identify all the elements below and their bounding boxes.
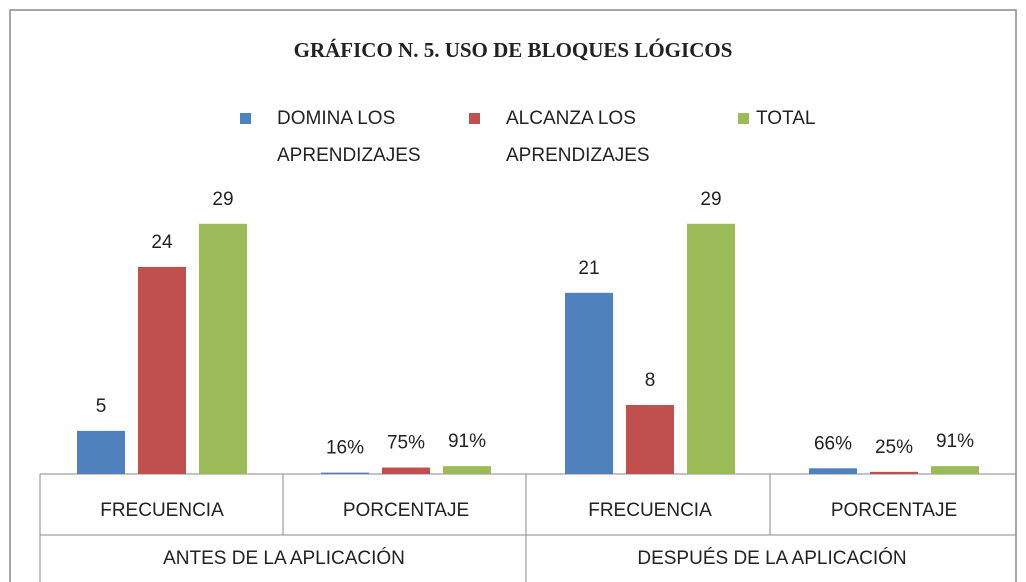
chart-border bbox=[9, 9, 1017, 582]
bar bbox=[199, 223, 247, 474]
bar bbox=[809, 468, 857, 474]
data-label: 91% bbox=[936, 431, 974, 452]
bar bbox=[382, 467, 430, 474]
data-label: 16% bbox=[326, 438, 364, 459]
data-label: 66% bbox=[814, 433, 852, 454]
bar bbox=[77, 430, 125, 474]
x-tick-label: FRECUENCIA bbox=[588, 500, 712, 521]
data-label: 91% bbox=[448, 431, 486, 452]
bar bbox=[931, 466, 979, 474]
data-label: 29 bbox=[700, 189, 721, 210]
bar bbox=[687, 223, 735, 474]
data-label: 8 bbox=[645, 370, 656, 391]
data-label: 5 bbox=[96, 396, 107, 417]
legend-label: TOTAL bbox=[756, 108, 816, 129]
bar bbox=[565, 292, 613, 474]
legend-label: DOMINA LOS APRENDIZAJES bbox=[277, 108, 421, 166]
data-label: 24 bbox=[151, 232, 173, 253]
data-label: 75% bbox=[387, 433, 425, 454]
legend-label: ALCANZA LOS APRENDIZAJES bbox=[506, 108, 650, 166]
bar bbox=[138, 266, 186, 474]
bar bbox=[626, 404, 674, 474]
data-label: 21 bbox=[578, 258, 599, 279]
legend-swatch bbox=[469, 113, 480, 124]
group-label: ANTES DE LA APLICACIÓN bbox=[163, 547, 405, 569]
x-tick-label: PORCENTAJE bbox=[831, 500, 957, 521]
data-label: 25% bbox=[875, 437, 913, 458]
bar bbox=[443, 466, 491, 474]
chart-title: GRÁFICO N. 5. USO DE BLOQUES LÓGICOS bbox=[294, 38, 733, 62]
x-tick-label: PORCENTAJE bbox=[343, 500, 469, 521]
legend-swatch bbox=[240, 113, 251, 124]
bar bbox=[321, 472, 369, 474]
data-label: 29 bbox=[212, 189, 233, 210]
legend-swatch bbox=[738, 113, 749, 124]
bar bbox=[870, 471, 918, 474]
x-tick-label: FRECUENCIA bbox=[100, 500, 224, 521]
group-label: DESPUÉS DE LA APLICACIÓN bbox=[637, 547, 906, 569]
